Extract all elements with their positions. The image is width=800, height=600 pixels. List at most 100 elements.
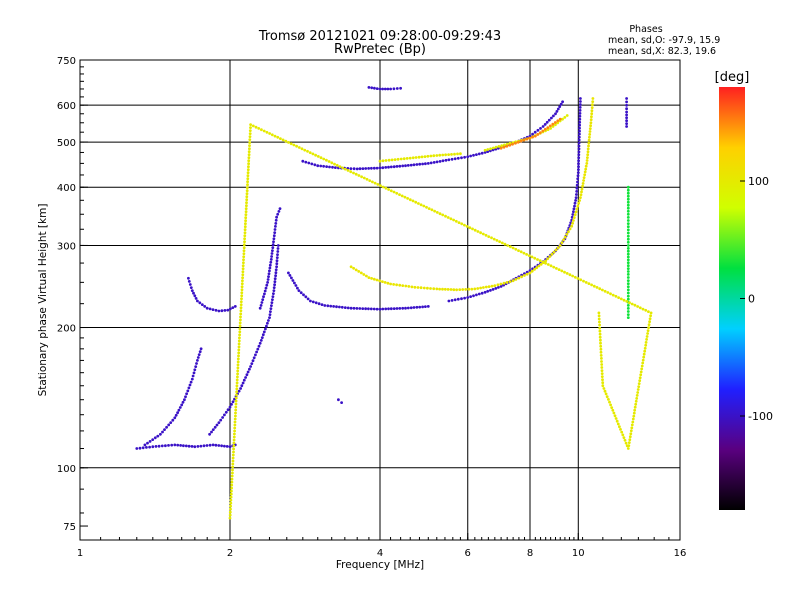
- data-point: [237, 345, 241, 349]
- x-tick-label: 16: [674, 548, 687, 559]
- x-tick-label: 1: [77, 548, 83, 559]
- data-point: [577, 135, 581, 139]
- data-point: [290, 276, 293, 280]
- data-point: [221, 416, 225, 419]
- data-point: [563, 116, 567, 119]
- data-point: [326, 304, 330, 308]
- data-point: [279, 137, 282, 141]
- y-tick-label: 500: [57, 138, 76, 149]
- data-point: [228, 307, 232, 311]
- data-point: [274, 268, 278, 272]
- data-point: [248, 144, 251, 148]
- data-point: [297, 289, 301, 292]
- data-point: [248, 138, 252, 142]
- y-tick-label: 400: [57, 183, 76, 194]
- data-point: [276, 212, 280, 216]
- data-point: [231, 468, 234, 472]
- data-point: [577, 168, 580, 172]
- data-point: [392, 190, 396, 194]
- data-point: [389, 307, 393, 311]
- data-point: [642, 352, 646, 356]
- data-point: [276, 250, 280, 253]
- data-point: [314, 301, 318, 305]
- data-point: [188, 383, 192, 387]
- data-point: [550, 116, 553, 120]
- data-point: [626, 307, 630, 310]
- data-point: [601, 288, 604, 292]
- data-point: [245, 198, 249, 202]
- data-point: [636, 391, 640, 394]
- data-point: [464, 288, 468, 291]
- data-point: [299, 291, 303, 295]
- data-point: [545, 120, 549, 124]
- data-point: [599, 354, 603, 357]
- data-point: [236, 369, 240, 373]
- data-point: [173, 416, 177, 420]
- x-tick-label: 6: [465, 548, 471, 559]
- data-point: [492, 237, 496, 241]
- data-point: [503, 143, 506, 147]
- data-point: [546, 263, 550, 266]
- data-point: [531, 132, 534, 136]
- data-point: [558, 105, 562, 108]
- data-point: [511, 246, 515, 250]
- data-point: [258, 341, 262, 345]
- data-point: [626, 194, 630, 198]
- data-point: [234, 396, 238, 400]
- data-point: [452, 288, 456, 292]
- data-point: [502, 281, 506, 285]
- data-point: [536, 133, 540, 136]
- data-point: [577, 153, 581, 157]
- data-point: [587, 282, 591, 285]
- data-point: [483, 290, 487, 294]
- data-point: [241, 267, 245, 271]
- data-point: [483, 151, 487, 154]
- data-point: [378, 166, 382, 170]
- data-point: [536, 258, 539, 261]
- data-point: [239, 312, 243, 316]
- data-point: [243, 240, 246, 244]
- data-point: [270, 133, 274, 137]
- y-axis: 75 100 200 300 400 500 600 750: [57, 56, 88, 533]
- data-point: [481, 232, 485, 236]
- data-point: [503, 242, 507, 246]
- data-point: [246, 370, 250, 374]
- data-point: [579, 278, 583, 282]
- data-point: [581, 184, 584, 188]
- data-point: [337, 398, 340, 402]
- data-point: [244, 216, 248, 220]
- data-point: [547, 118, 551, 122]
- data-point: [228, 510, 232, 514]
- data-point: [597, 311, 601, 315]
- data-point: [346, 306, 350, 310]
- data-point: [620, 430, 624, 434]
- data-point: [623, 438, 627, 442]
- data-point: [633, 405, 637, 409]
- data-point: [626, 247, 630, 250]
- data-point: [584, 281, 588, 284]
- data-point: [530, 269, 534, 273]
- data-point: [272, 286, 276, 289]
- data-point: [603, 289, 607, 293]
- data-point: [273, 277, 277, 281]
- data-point: [241, 270, 245, 274]
- data-point: [271, 249, 274, 253]
- data-point: [368, 179, 372, 183]
- data-point: [647, 323, 651, 327]
- data-point: [365, 177, 369, 181]
- data-point: [575, 207, 579, 211]
- data-point: [223, 444, 226, 448]
- data-point: [457, 221, 461, 225]
- data-point: [641, 361, 645, 365]
- data-point: [624, 441, 628, 445]
- data-point: [341, 166, 344, 170]
- data-point: [267, 275, 270, 278]
- data-point: [272, 237, 276, 241]
- data-point: [375, 307, 379, 311]
- data-point: [398, 307, 402, 310]
- data-point: [309, 299, 312, 303]
- data-point: [582, 179, 585, 182]
- data-point: [157, 444, 161, 448]
- data-point: [463, 155, 466, 159]
- data-point: [262, 129, 266, 133]
